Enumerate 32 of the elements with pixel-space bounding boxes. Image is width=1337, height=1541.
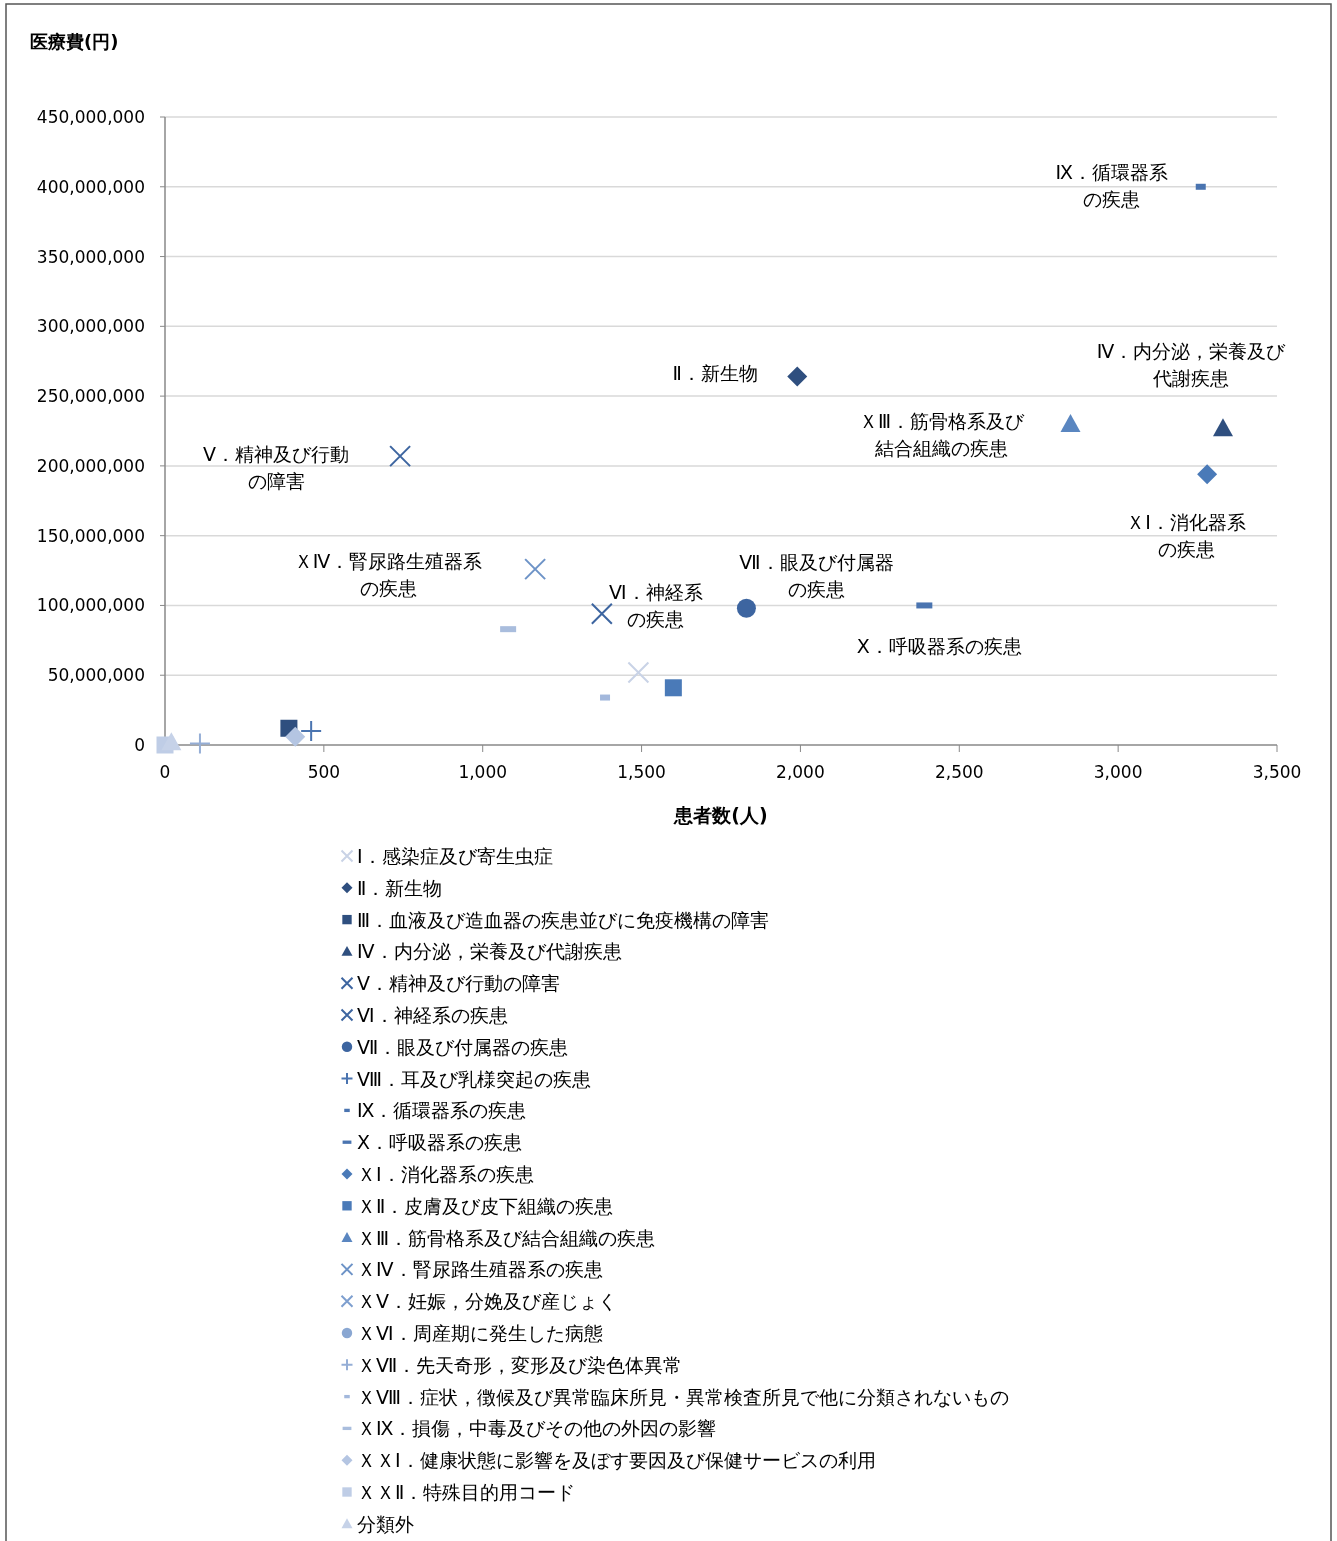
annotation: ＸⅢ．筋骨格系及び結合組織の疾患 <box>858 409 1026 459</box>
y-tick-label: 450,000,000 <box>36 107 145 127</box>
annotation: Ⅶ．眼及び付属器の疾患 <box>739 550 894 600</box>
y-tick-label: 250,000,000 <box>36 386 145 407</box>
x-tick-label: 3,000 <box>1093 762 1143 782</box>
x-tick-label: 2,000 <box>776 762 825 782</box>
y-tick-label: 100,000,000 <box>36 595 145 616</box>
y-tick-label: 350,000,000 <box>36 246 145 267</box>
x-tick-label: 500 <box>307 762 341 782</box>
x-tick-label: 2,500 <box>934 762 984 782</box>
y-axis-title: 医療費(円) <box>30 31 119 52</box>
annotation: Ⅵ．神経系の疾患 <box>609 581 703 631</box>
x-tick-label: 1,500 <box>617 762 666 782</box>
x-tick-label: 0 <box>159 762 171 782</box>
annotation: ＸⅣ．腎尿路生殖器系の疾患 <box>293 549 483 599</box>
annotation: ＸⅠ．消化器系の疾患 <box>1126 510 1246 560</box>
y-tick-label: 400,000,000 <box>36 176 145 197</box>
annotation: Ⅱ．新生物 <box>672 361 758 384</box>
legend-label: 分類外 <box>357 1512 414 1535</box>
annotation: Ⅳ．内分泌，栄養及び代謝疾患 <box>1096 339 1287 389</box>
legend-label: Ⅱ．新生物 <box>357 876 443 899</box>
x-axis-title: 患者数(人) <box>673 804 768 826</box>
annotation: Ⅸ．循環器系の疾患 <box>1055 161 1168 211</box>
y-tick-label: 0 <box>134 735 145 755</box>
y-tick-label: 200,000,000 <box>36 455 145 476</box>
y-tick-label: 150,000,000 <box>36 525 145 546</box>
annotation: Ⅴ．精神及び行動の障害 <box>203 442 350 492</box>
y-tick-label: 300,000,000 <box>36 316 145 337</box>
annotation: Ⅹ．呼吸器系の疾患 <box>856 635 1022 658</box>
y-tick-label: 50,000,000 <box>47 665 145 686</box>
x-tick-label: 1,000 <box>458 762 508 782</box>
x-tick-label: 3,500 <box>1252 762 1302 782</box>
